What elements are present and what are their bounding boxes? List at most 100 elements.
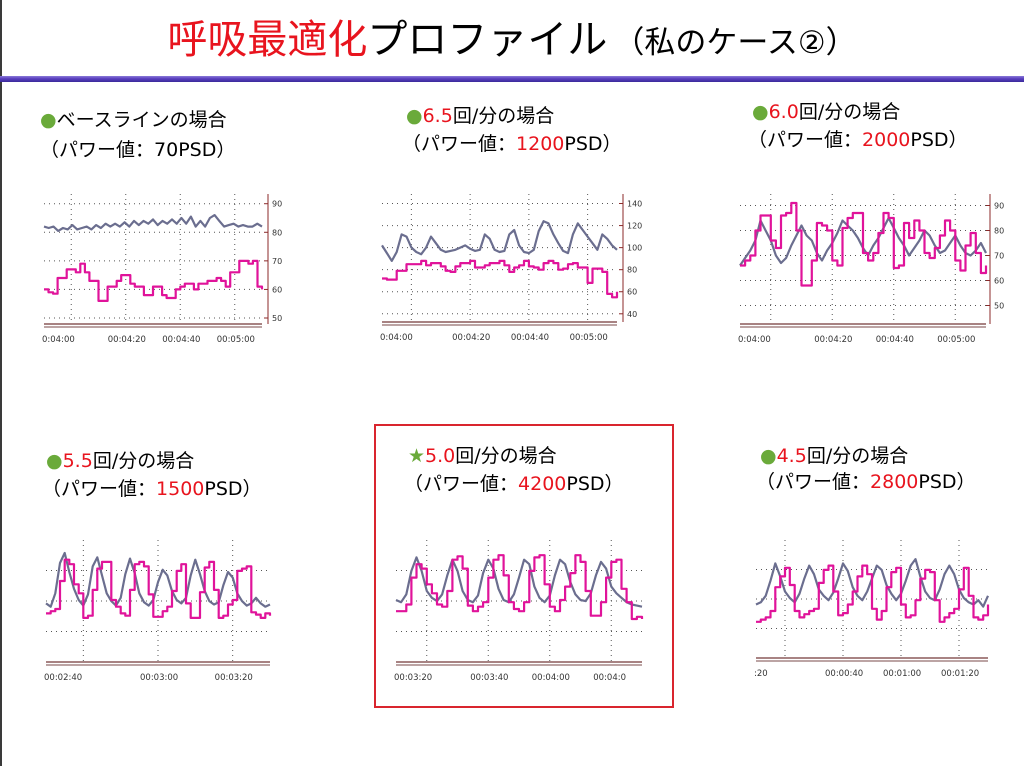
green-dot-icon: ● xyxy=(752,101,769,123)
panel-heading-text: 回/分の場合 xyxy=(798,101,901,123)
title-highlight: 呼吸最適化 xyxy=(167,17,368,63)
rate-value: 4.5 xyxy=(776,445,807,467)
x-tick-label: :20 xyxy=(754,669,768,679)
rate-value: 5.0 xyxy=(425,445,456,467)
series-line-gray xyxy=(381,220,618,262)
y-tick-label: 120 xyxy=(627,222,642,231)
y-tick-label: 50 xyxy=(994,302,1004,311)
title-divider xyxy=(0,76,1024,82)
panel-6-power: （パワー値：2800PSD） xyxy=(756,470,976,494)
power-prefix: （パワー値： xyxy=(42,478,157,500)
chart-group: 50 60 70 80 90 0:04:00 00:04:20 00:04:40 00:05:0… xyxy=(42,194,282,345)
x-tick-label: 00:05:00 xyxy=(937,335,975,345)
power-prefix: （パワー値： xyxy=(756,471,871,493)
power-prefix: （パワー値： xyxy=(404,473,519,495)
panel-5-heading: ★5.0回/分の場合 xyxy=(408,444,557,468)
series-line-magenta xyxy=(396,554,644,621)
chart-group: 40 60 80 100 120 140 0:04:00 00:04:20 00:04:40 00… xyxy=(380,194,642,343)
panel-4-heading: ●5.5回/分の場合 xyxy=(46,449,194,473)
power-suffix: PSD） xyxy=(178,139,236,161)
y-tick-label: 80 xyxy=(994,227,1004,236)
power-prefix: （パワー値： xyxy=(402,133,517,155)
y-tick-label: 70 xyxy=(272,257,282,266)
green-dot-icon: ● xyxy=(40,109,57,131)
slide-left-border xyxy=(0,0,2,766)
y-tick-label: 50 xyxy=(272,314,282,323)
x-tick-label: 00:01:20 xyxy=(941,669,979,679)
panel-heading-text: ベースラインの場合 xyxy=(56,109,227,131)
rate-value: 6.5 xyxy=(422,105,453,127)
y-tick-label: 100 xyxy=(627,244,642,253)
power-suffix: PSD） xyxy=(910,129,968,151)
power-suffix: PSD） xyxy=(566,473,624,495)
panel-3-heading: ●6.0回/分の場合 xyxy=(752,100,900,124)
best-case-highlight-box xyxy=(374,424,674,708)
x-tick-label: 00:03:20 xyxy=(215,673,253,683)
power-value: 1500 xyxy=(156,478,205,500)
chart-group: 00:02:40 00:03:00 00:03:20 xyxy=(44,540,272,683)
star-icon: ★ xyxy=(408,445,426,467)
series-line-magenta xyxy=(46,558,272,619)
panel-4-power: （パワー値：1500PSD） xyxy=(42,477,262,501)
power-value: 2800 xyxy=(870,471,919,493)
y-tick-label: 80 xyxy=(627,266,637,275)
panel-heading-text: 回/分の場合 xyxy=(452,105,555,127)
chart-group: :20 00:00:40 00:01:00 00:01:20 xyxy=(754,540,990,679)
chart-group: 50 60 70 80 90 0:04:00 00:04:20 00:04:40 00:05:0… xyxy=(738,194,1004,345)
x-tick-label: 00:04:00 xyxy=(532,673,570,683)
x-tick-label: 00:04:40 xyxy=(511,333,549,343)
y-tick-label: 60 xyxy=(272,285,282,294)
green-dot-icon: ● xyxy=(406,105,423,127)
power-prefix: （パワー値： xyxy=(40,139,155,161)
x-tick-label: 00:04:40 xyxy=(162,335,200,345)
x-tick-label: 00:04:40 xyxy=(876,335,914,345)
x-tick-label: 0:04:00 xyxy=(738,335,771,345)
series-line-magenta xyxy=(44,259,264,302)
y-tick-label: 90 xyxy=(994,202,1004,211)
power-value: 70 xyxy=(154,139,179,161)
y-tick-label: 40 xyxy=(627,310,637,319)
green-dot-icon: ● xyxy=(46,450,63,472)
x-tick-label: 00:03:00 xyxy=(140,673,178,683)
panel-2-heading: ●6.5回/分の場合 xyxy=(406,104,554,128)
panel-6-heading: ●4.5回/分の場合 xyxy=(760,444,908,468)
x-tick-label: 0:04:00 xyxy=(42,335,75,345)
rate-value: 6.0 xyxy=(768,101,799,123)
y-tick-label: 90 xyxy=(272,200,282,209)
power-value: 1200 xyxy=(516,133,565,155)
y-tick-label: 60 xyxy=(994,277,1004,286)
x-tick-label: 00:03:20 xyxy=(394,673,432,683)
panel-1-heading: ●ベースラインの場合 xyxy=(40,108,227,132)
x-tick-label: 00:00:40 xyxy=(825,669,863,679)
y-tick-label: 60 xyxy=(627,288,637,297)
panel-heading-text: 回/分の場合 xyxy=(92,450,195,472)
x-tick-label: 00:03:40 xyxy=(470,673,508,683)
power-suffix: PSD） xyxy=(564,133,622,155)
green-dot-icon: ● xyxy=(760,445,777,467)
y-tick-label: 80 xyxy=(272,228,282,237)
power-value: 2000 xyxy=(862,129,911,151)
panel-2-power: （パワー値：1200PSD） xyxy=(402,132,622,156)
series-line-magenta xyxy=(756,564,990,623)
x-tick-label: 00:04:0 xyxy=(593,673,626,683)
rate-value: 5.5 xyxy=(62,450,93,472)
y-tick-label: 140 xyxy=(627,200,642,209)
y-tick-label: 70 xyxy=(994,252,1004,261)
panel-1-power: （パワー値：70PSD） xyxy=(40,138,235,162)
title-subtitle: （私のケース②） xyxy=(613,25,857,61)
panel-heading-text: 回/分の場合 xyxy=(455,445,557,467)
panel-3-power: （パワー値：2000PSD） xyxy=(748,128,968,152)
x-tick-label: 00:04:20 xyxy=(452,333,490,343)
chart-group: 00:03:20 00:03:40 00:04:00 00:04:0 xyxy=(394,540,644,683)
x-tick-label: 0:04:00 xyxy=(380,333,413,343)
series-line-magenta xyxy=(740,201,988,287)
series-line-gray xyxy=(43,214,263,232)
x-tick-label: 00:04:20 xyxy=(814,335,852,345)
title-main: プロファイル xyxy=(367,17,608,63)
x-tick-label: 00:01:00 xyxy=(883,669,921,679)
